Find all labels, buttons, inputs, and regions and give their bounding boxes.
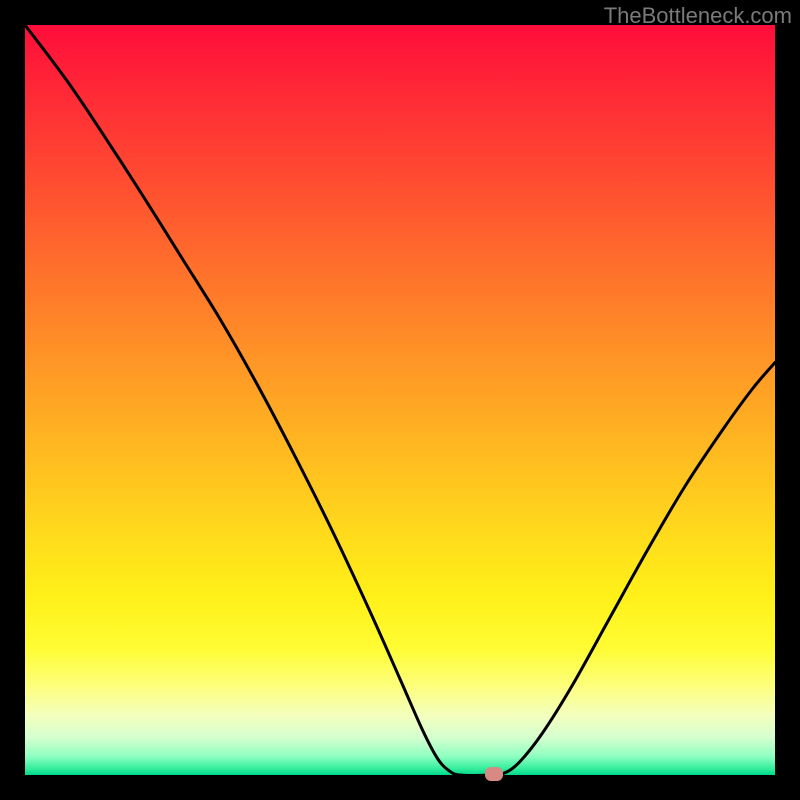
watermark-text: TheBottleneck.com (604, 3, 792, 29)
bottleneck-curve (25, 25, 775, 775)
marker-dot (485, 767, 503, 781)
chart-container: TheBottleneck.com (0, 0, 800, 800)
curve-layer (0, 0, 800, 800)
